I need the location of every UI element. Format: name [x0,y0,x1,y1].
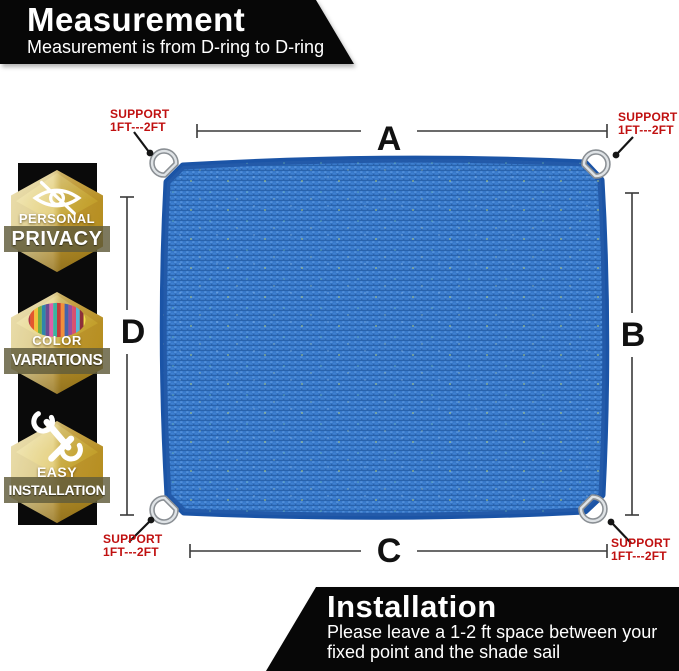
badge-label-line2: INSTALLATION [4,477,110,503]
support-label-bottom-right: SUPPORT 1FT---2FT [611,536,671,564]
installation-banner-subtitle-line2: fixed point and the shade sail [327,641,561,662]
dimension-label-d: D [120,313,146,351]
dimension-label-a: A [376,120,402,158]
badge-personal-privacy: PERSONAL PRIVACY [4,170,110,272]
easy-installation-tools-icon [7,409,107,465]
badge-color-variations: COLOR VARIATIONS [4,292,110,394]
support-label-line2: 1FT---2FT [103,545,159,560]
support-pointer-arrows [128,131,634,544]
badge-label-line2: VARIATIONS [4,348,110,374]
support-label-line1: SUPPORT [110,107,170,121]
dimension-label-b: B [620,316,646,354]
installation-banner-subtitle-line1: Please leave a 1-2 ft space between your [327,622,658,642]
privacy-eye-icon [7,175,107,221]
support-label-bottom-left: SUPPORT 1FT---2FT [103,532,163,560]
installation-banner-title: Installation [327,589,497,624]
support-label-line1: SUPPORT [611,536,671,550]
support-label-line2: 1FT---2FT [618,123,674,138]
support-label-top-left: SUPPORT 1FT---2FT [110,107,170,135]
support-label-top-right: SUPPORT 1FT---2FT [618,110,678,138]
support-label-line1: SUPPORT [618,110,678,124]
badge-label-line1: EASY [36,464,78,480]
badge-label-line1: PERSONAL [18,211,96,226]
gold-hexagon [11,170,103,272]
badge-easy-installation: EASY INSTALLATION [4,411,110,523]
support-label-line1: SUPPORT [103,532,163,546]
support-label-line2: 1FT---2FT [611,549,667,564]
measurement-banner-title: Measurement [27,1,246,38]
badge-label-line1: COLOR [32,333,82,348]
support-label-line2: 1FT---2FT [110,120,166,135]
measurement-banner-subtitle: Measurement is from D-ring to D-ring [27,37,325,57]
badge-label-line2: PRIVACY [4,226,110,252]
measurement-banner: Measurement Measurement is from D-ring t… [0,0,354,64]
gold-hexagon [11,292,103,394]
color-variations-icon [7,297,107,343]
measurement-lines [120,124,639,558]
shade-sail-fabric [159,155,610,520]
installation-banner: Installation Please leave a 1-2 ft space… [266,587,679,671]
dimension-label-c: C [376,532,402,570]
